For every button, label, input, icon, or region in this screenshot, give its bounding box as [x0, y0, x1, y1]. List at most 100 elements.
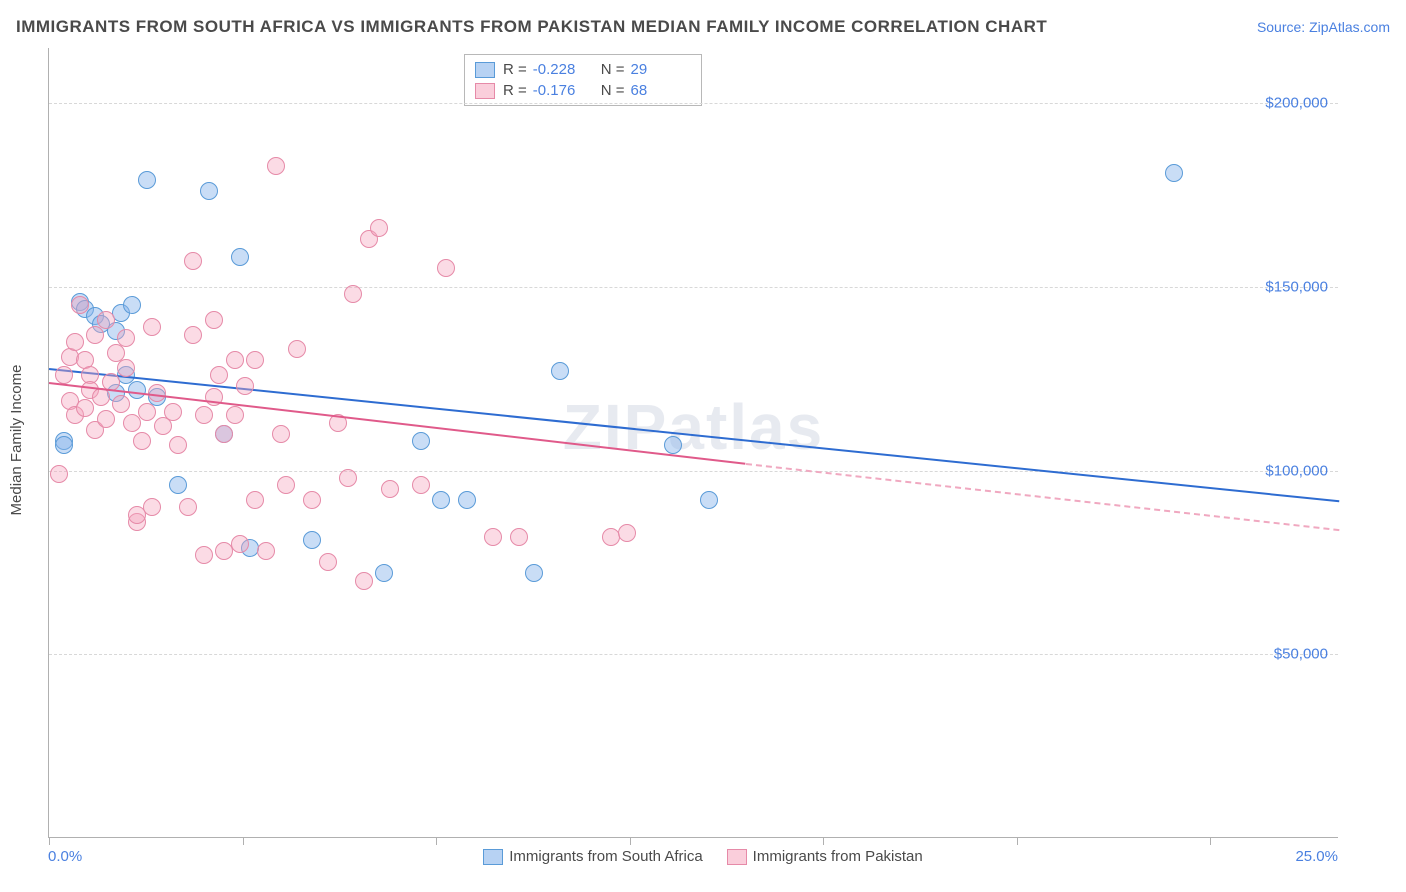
data-point-pakistan: [195, 546, 213, 564]
n-value-pk: 68: [631, 82, 691, 99]
data-point-pakistan: [355, 572, 373, 590]
r-label: R =: [503, 61, 527, 78]
data-point-south_africa: [375, 564, 393, 582]
data-point-pakistan: [97, 311, 115, 329]
x-tick: [1017, 837, 1018, 845]
data-point-pakistan: [484, 528, 502, 546]
data-point-pakistan: [112, 395, 130, 413]
data-point-pakistan: [71, 296, 89, 314]
gridline: [49, 287, 1338, 288]
data-point-south_africa: [664, 436, 682, 454]
data-point-south_africa: [169, 476, 187, 494]
y-tick-label: $150,000: [1265, 278, 1328, 295]
x-tick: [436, 837, 437, 845]
chart-title: IMMIGRANTS FROM SOUTH AFRICA VS IMMIGRAN…: [16, 17, 1047, 37]
data-point-pakistan: [226, 406, 244, 424]
data-point-pakistan: [179, 498, 197, 516]
legend-item-pakistan: Immigrants from Pakistan: [727, 848, 923, 865]
data-point-south_africa: [525, 564, 543, 582]
x-tick: [630, 837, 631, 845]
data-point-south_africa: [128, 381, 146, 399]
data-point-pakistan: [97, 410, 115, 428]
data-point-south_africa: [412, 432, 430, 450]
data-point-south_africa: [432, 491, 450, 509]
data-point-pakistan: [117, 329, 135, 347]
data-point-pakistan: [184, 252, 202, 270]
data-point-pakistan: [277, 476, 295, 494]
data-point-pakistan: [231, 535, 249, 553]
data-point-pakistan: [76, 399, 94, 417]
legend-label-sa: Immigrants from South Africa: [509, 848, 702, 865]
data-point-south_africa: [458, 491, 476, 509]
data-point-pakistan: [437, 259, 455, 277]
n-label: N =: [601, 82, 625, 99]
x-tick: [1210, 837, 1211, 845]
data-point-pakistan: [184, 326, 202, 344]
data-point-pakistan: [272, 425, 290, 443]
chart-source: Source: ZipAtlas.com: [1257, 19, 1390, 35]
data-point-pakistan: [215, 425, 233, 443]
data-point-pakistan: [210, 366, 228, 384]
data-point-pakistan: [55, 366, 73, 384]
data-point-pakistan: [50, 465, 68, 483]
r-value-pk: -0.176: [533, 82, 593, 99]
legend-row-south-africa: R = -0.228 N = 29: [475, 59, 691, 80]
y-tick-label: $50,000: [1274, 646, 1328, 663]
x-tick: [49, 837, 50, 845]
y-tick-label: $200,000: [1265, 95, 1328, 112]
data-point-pakistan: [412, 476, 430, 494]
chart-plot-area: ZIPatlas R = -0.228 N = 29 R = -0.176 N …: [48, 48, 1338, 838]
data-point-pakistan: [246, 491, 264, 509]
data-point-pakistan: [381, 480, 399, 498]
data-point-pakistan: [164, 403, 182, 421]
swatch-pink-icon: [727, 849, 747, 865]
data-point-pakistan: [205, 311, 223, 329]
legend-row-pakistan: R = -0.176 N = 68: [475, 80, 691, 101]
data-point-pakistan: [339, 469, 357, 487]
data-point-pakistan: [288, 340, 306, 358]
gridline: [49, 103, 1338, 104]
data-point-pakistan: [117, 359, 135, 377]
data-point-pakistan: [618, 524, 636, 542]
data-point-south_africa: [231, 248, 249, 266]
data-point-pakistan: [319, 553, 337, 571]
gridline: [49, 471, 1338, 472]
regression-line-pakistan: [745, 463, 1339, 531]
series-legend: Immigrants from South Africa Immigrants …: [0, 848, 1406, 865]
correlation-legend: R = -0.228 N = 29 R = -0.176 N = 68: [464, 54, 702, 106]
n-label: N =: [601, 61, 625, 78]
data-point-south_africa: [303, 531, 321, 549]
r-value-sa: -0.228: [533, 61, 593, 78]
legend-item-south-africa: Immigrants from South Africa: [483, 848, 702, 865]
swatch-blue-icon: [475, 62, 495, 78]
data-point-pakistan: [370, 219, 388, 237]
y-axis-label: Median Family Income: [8, 365, 25, 516]
swatch-pink-icon: [475, 83, 495, 99]
data-point-south_africa: [700, 491, 718, 509]
swatch-blue-icon: [483, 849, 503, 865]
data-point-pakistan: [303, 491, 321, 509]
data-point-pakistan: [143, 498, 161, 516]
legend-label-pk: Immigrants from Pakistan: [753, 848, 923, 865]
data-point-south_africa: [123, 296, 141, 314]
data-point-pakistan: [226, 351, 244, 369]
data-point-pakistan: [123, 414, 141, 432]
y-tick-label: $100,000: [1265, 462, 1328, 479]
r-label: R =: [503, 82, 527, 99]
data-point-pakistan: [133, 432, 151, 450]
n-value-sa: 29: [631, 61, 691, 78]
data-point-pakistan: [143, 318, 161, 336]
x-tick: [823, 837, 824, 845]
data-point-pakistan: [267, 157, 285, 175]
data-point-pakistan: [510, 528, 528, 546]
data-point-pakistan: [246, 351, 264, 369]
data-point-pakistan: [66, 333, 84, 351]
data-point-pakistan: [195, 406, 213, 424]
data-point-pakistan: [344, 285, 362, 303]
data-point-pakistan: [257, 542, 275, 560]
chart-header: IMMIGRANTS FROM SOUTH AFRICA VS IMMIGRAN…: [16, 14, 1390, 40]
data-point-south_africa: [138, 171, 156, 189]
data-point-south_africa: [55, 436, 73, 454]
data-point-pakistan: [138, 403, 156, 421]
data-point-south_africa: [551, 362, 569, 380]
